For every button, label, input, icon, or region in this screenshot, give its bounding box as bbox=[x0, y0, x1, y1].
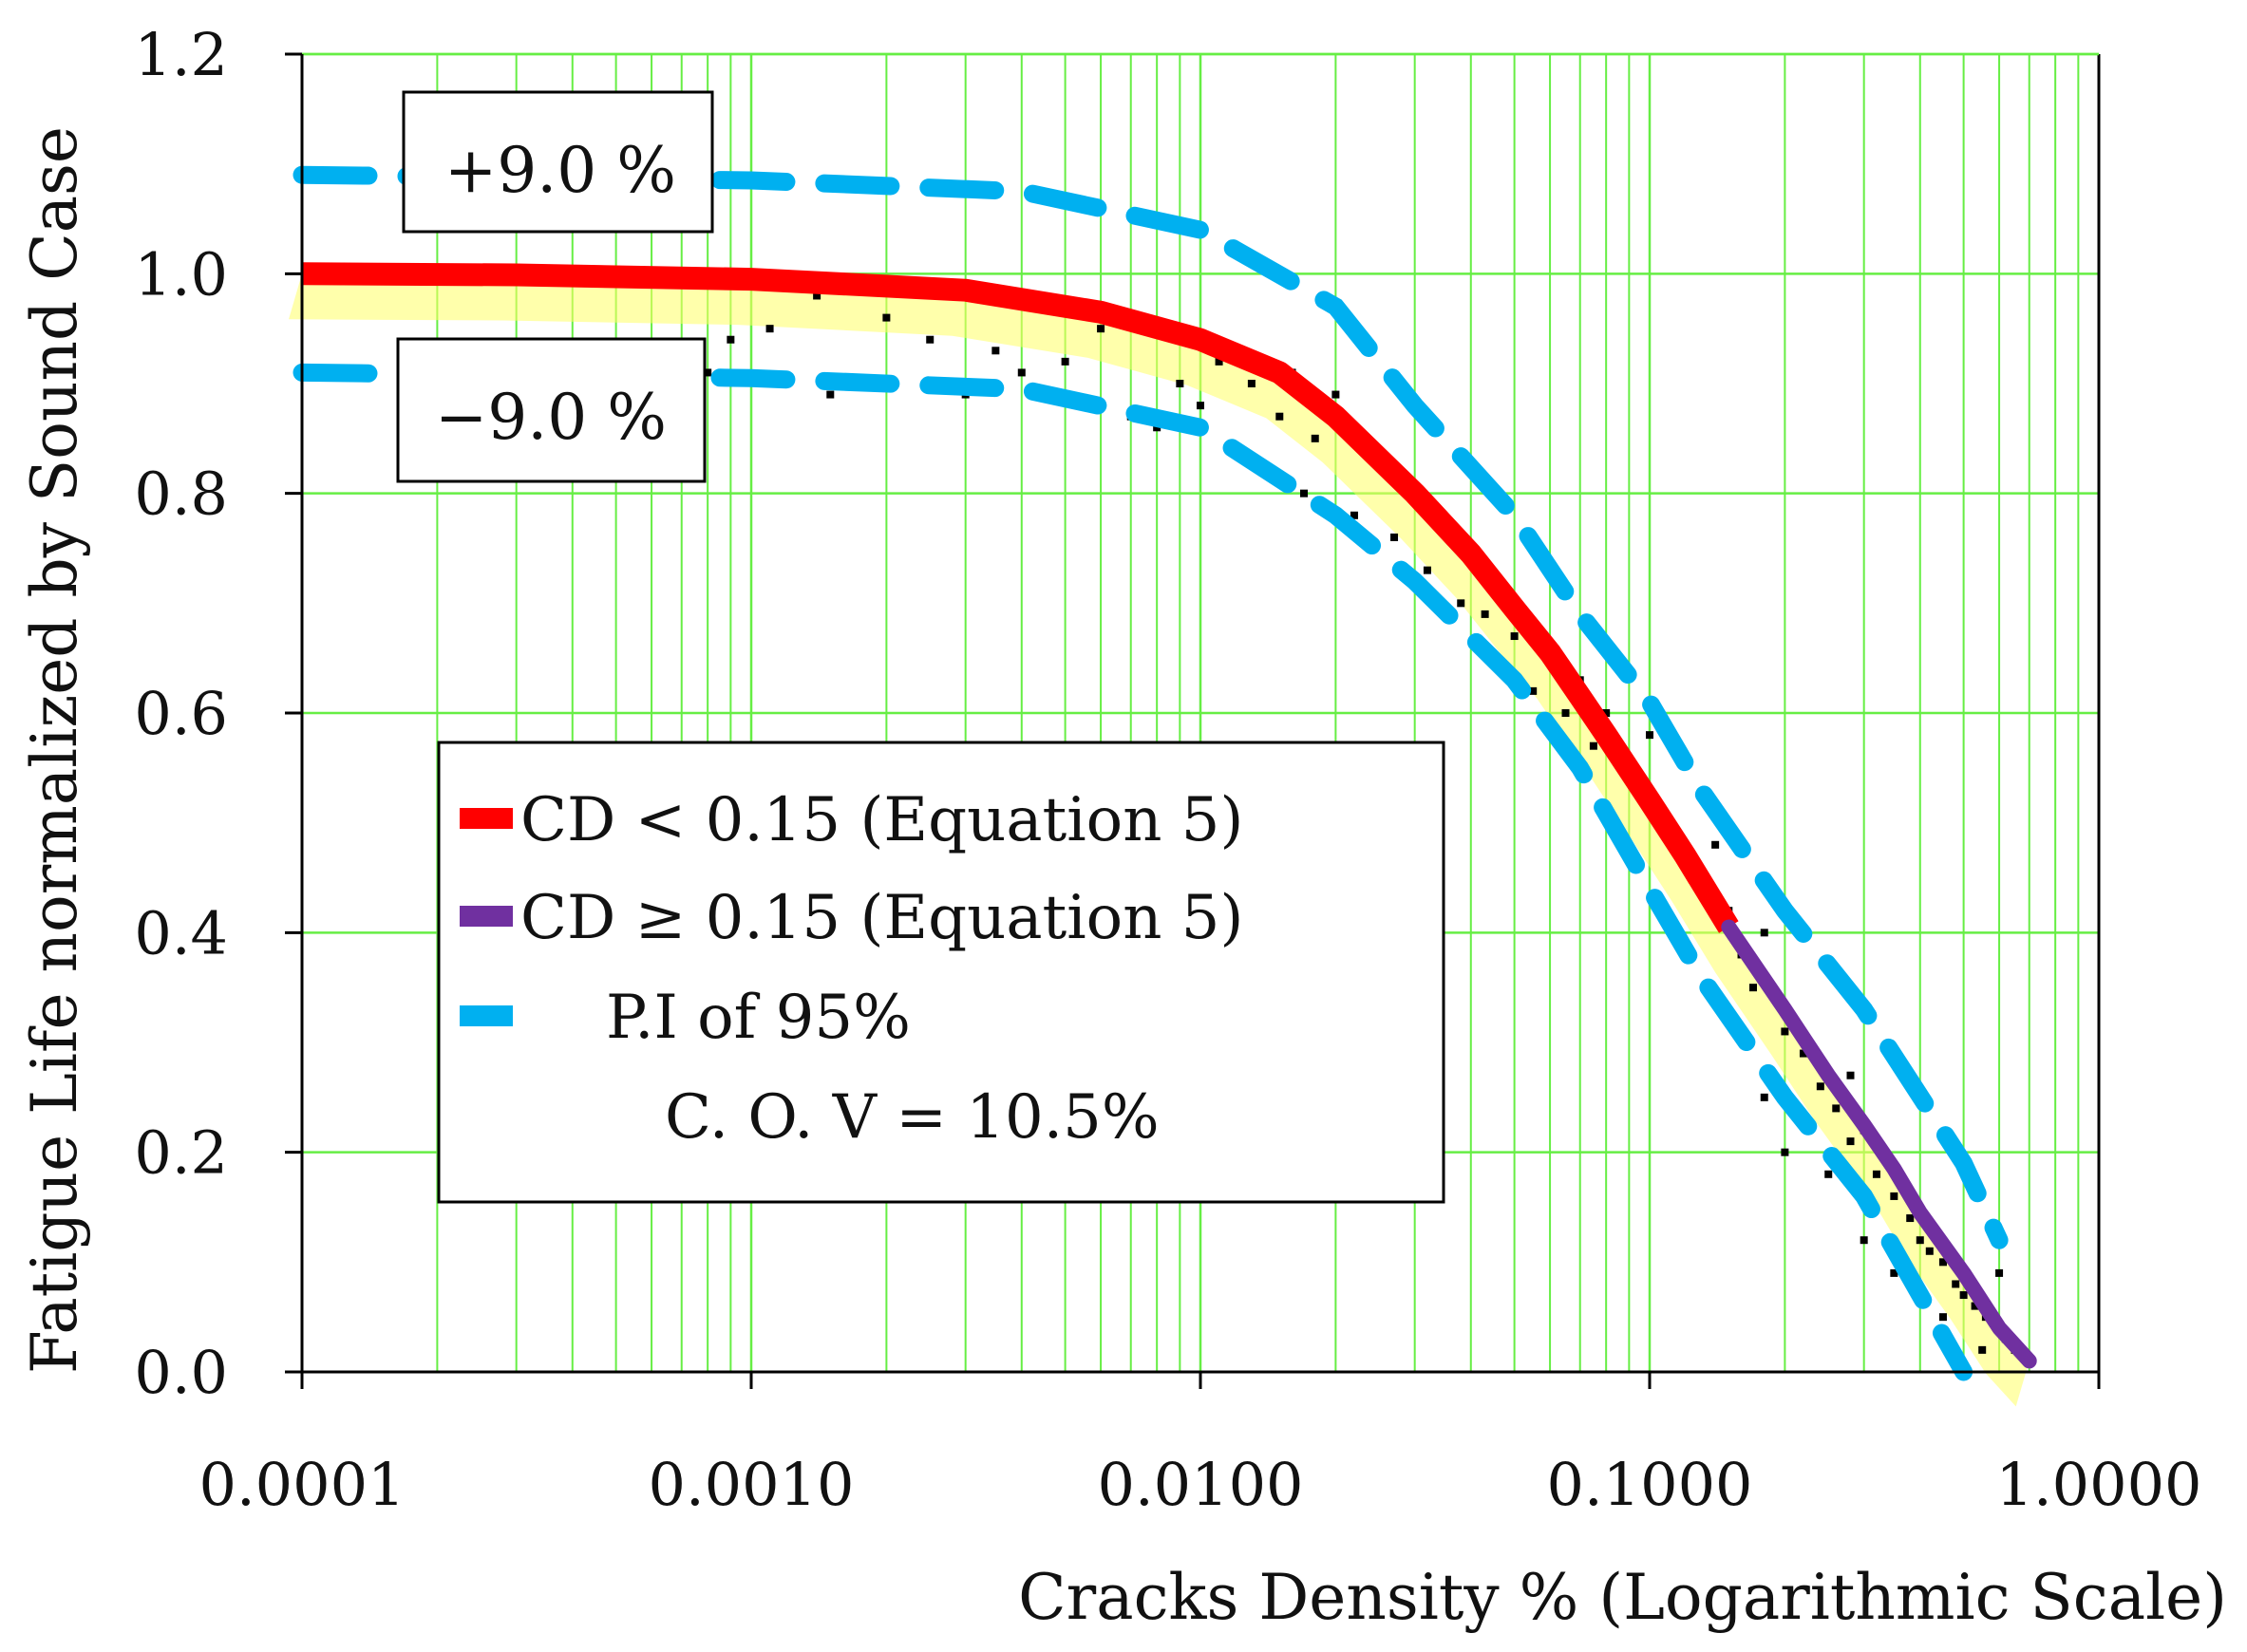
data-point bbox=[1331, 390, 1340, 399]
data-point bbox=[1529, 686, 1538, 695]
y-tick-label: 0.6 bbox=[134, 679, 228, 748]
data-point bbox=[1215, 357, 1223, 366]
data-point bbox=[1959, 1291, 1968, 1300]
y-tick-label: 1.0 bbox=[134, 239, 228, 309]
data-point bbox=[1890, 1192, 1898, 1200]
data-point bbox=[1906, 1214, 1915, 1223]
data-point bbox=[991, 347, 1000, 355]
tick-labels: 0.0001 0.0010 0.0100 0.1000 1.0000 0.0 0.2 0.4 0… bbox=[134, 20, 2201, 1519]
data-point bbox=[926, 335, 935, 344]
data-point bbox=[1925, 1247, 1934, 1255]
data-point bbox=[1760, 1093, 1768, 1101]
y-tick-label: 0.2 bbox=[134, 1118, 228, 1188]
data-point bbox=[1061, 357, 1069, 366]
fit-line-cd-geq bbox=[1721, 919, 2037, 1369]
data-point bbox=[1390, 533, 1399, 541]
x-tick-label: 1.0000 bbox=[1996, 1450, 2202, 1519]
data-point bbox=[1971, 1302, 1979, 1310]
legend-label-cd-geq: CD ≥ 0.15 (Equation 5) bbox=[520, 883, 1243, 953]
data-point bbox=[1916, 1236, 1924, 1245]
data-point bbox=[1646, 731, 1653, 740]
data-point bbox=[1457, 599, 1465, 608]
data-point bbox=[1602, 709, 1611, 717]
legend-label-cd-less: CD < 0.15 (Equation 5) bbox=[520, 785, 1243, 855]
data-point bbox=[1197, 402, 1204, 410]
y-tick-label: 0.4 bbox=[134, 898, 228, 967]
data-point bbox=[1153, 423, 1161, 432]
lower-prediction-interval-line bbox=[293, 363, 1973, 1381]
y-tick-label: 1.2 bbox=[134, 20, 228, 89]
data-point bbox=[1423, 566, 1431, 574]
data-point bbox=[813, 291, 821, 300]
data-point bbox=[1561, 709, 1570, 717]
data-point bbox=[1247, 380, 1256, 387]
y-tick-label: 0.0 bbox=[134, 1338, 228, 1407]
data-point bbox=[882, 313, 891, 322]
data-point bbox=[1749, 984, 1758, 992]
data-point bbox=[1760, 929, 1768, 937]
data-point bbox=[1890, 1268, 1898, 1277]
annotation-lower-box bbox=[396, 337, 707, 483]
data-point bbox=[1781, 1027, 1789, 1036]
data-point bbox=[1017, 368, 1026, 377]
data-point bbox=[1510, 632, 1519, 641]
data-point bbox=[1176, 380, 1184, 387]
x-tick-label: 0.0001 bbox=[199, 1450, 406, 1519]
data-point bbox=[1589, 742, 1597, 750]
data-point bbox=[765, 325, 774, 333]
data-point bbox=[1300, 489, 1309, 497]
data-point bbox=[1311, 434, 1319, 442]
legend-label-pi: P.I of 95% bbox=[606, 983, 911, 1053]
data-point bbox=[1824, 1170, 1833, 1178]
upper-prediction-interval-line bbox=[293, 165, 2009, 1249]
data-point bbox=[1860, 1236, 1868, 1245]
y-axis-title: Fatigue Life normalized by Sound Case bbox=[18, 126, 91, 1374]
annotation-upper-box bbox=[402, 90, 714, 234]
series-lines bbox=[293, 165, 2037, 1381]
data-point bbox=[727, 335, 735, 344]
data-point bbox=[1978, 1345, 1987, 1354]
data-point bbox=[1711, 840, 1720, 849]
annotation-lower: −9.0 % bbox=[396, 337, 707, 483]
annotation-upper-text: +9.0 % bbox=[444, 134, 676, 207]
legend: CD < 0.15 (Equation 5) CD ≥ 0.15 (Equati… bbox=[437, 741, 1445, 1204]
data-point bbox=[1846, 1137, 1855, 1146]
x-tick-label: 0.1000 bbox=[1547, 1450, 1753, 1519]
axes bbox=[285, 52, 2101, 1389]
data-point bbox=[1995, 1268, 2004, 1277]
data-point bbox=[1846, 1071, 1855, 1079]
data-point bbox=[1832, 1104, 1841, 1113]
fit-line-cd-less bbox=[301, 262, 1739, 933]
data-point bbox=[1799, 1049, 1807, 1058]
y-tick-label: 0.8 bbox=[134, 460, 228, 529]
legend-box bbox=[437, 741, 1445, 1204]
x-tick-label: 0.0010 bbox=[649, 1450, 855, 1519]
data-point bbox=[704, 368, 712, 377]
x-axis-title: Cracks Density % (Logarithmic Scale) bbox=[1018, 1561, 2227, 1634]
data-point bbox=[826, 390, 835, 399]
annotation-lower-text: −9.0 % bbox=[435, 381, 667, 454]
data-point bbox=[1481, 610, 1489, 618]
data-point bbox=[1781, 1148, 1789, 1156]
data-point bbox=[1872, 1170, 1880, 1178]
data-point bbox=[1816, 1082, 1824, 1091]
data-point bbox=[1952, 1280, 1960, 1288]
x-tick-label: 0.0100 bbox=[1098, 1450, 1304, 1519]
data-point bbox=[1938, 1313, 1947, 1322]
data-point bbox=[1097, 325, 1105, 333]
data-point bbox=[1938, 1258, 1947, 1267]
legend-note-cov: C. O. V = 10.5% bbox=[665, 1082, 1160, 1153]
annotation-upper: +9.0 % bbox=[402, 90, 714, 234]
data-point bbox=[1275, 412, 1284, 421]
data-point bbox=[1350, 511, 1358, 519]
